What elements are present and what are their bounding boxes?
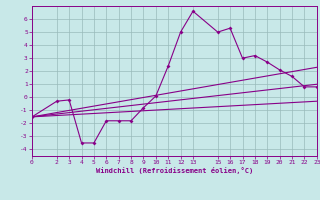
X-axis label: Windchill (Refroidissement éolien,°C): Windchill (Refroidissement éolien,°C) xyxy=(96,167,253,174)
